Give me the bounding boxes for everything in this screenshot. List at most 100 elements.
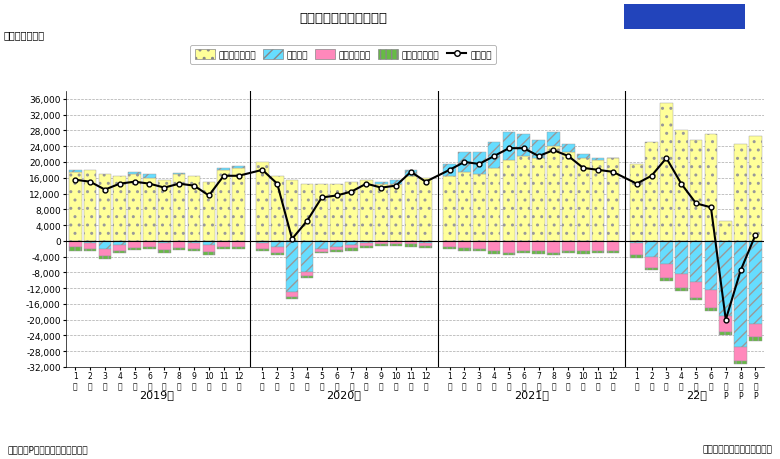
経常収支	[175, 181, 184, 187]
Bar	[704, 135, 718, 241]
Bar	[592, 241, 604, 251]
Bar	[113, 245, 126, 251]
Bar	[315, 249, 328, 252]
Bar	[144, 247, 156, 250]
経常収支	[534, 154, 544, 159]
Bar	[144, 241, 156, 247]
経常収支	[579, 166, 588, 171]
Line: 経常収支: 経常収支	[73, 146, 758, 322]
Bar	[158, 243, 171, 250]
Bar	[458, 248, 470, 252]
Legend: 第一次所得収支, 貿易収支, サービス収支, 第二次所得収支, 経常収支: 第一次所得収支, 貿易収支, サービス収支, 第二次所得収支, 経常収支	[190, 46, 496, 64]
Bar	[675, 241, 687, 275]
Bar	[346, 241, 358, 245]
Bar	[218, 247, 230, 249]
経常収支	[302, 219, 311, 224]
Bar	[390, 245, 402, 246]
Bar	[690, 283, 702, 298]
Bar	[346, 248, 358, 251]
Bar	[360, 180, 373, 241]
Bar	[83, 249, 97, 252]
Bar	[285, 241, 299, 292]
Bar	[203, 241, 215, 245]
Bar	[69, 247, 82, 251]
Text: 【財務省国際局為替市場課】: 【財務省国際局為替市場課】	[702, 444, 772, 453]
Bar	[562, 145, 575, 153]
Bar	[173, 174, 186, 241]
Bar	[630, 165, 643, 241]
経常収支	[287, 236, 296, 242]
Bar	[607, 241, 619, 251]
経常収支	[85, 179, 94, 185]
Bar	[443, 241, 456, 247]
Bar	[271, 241, 283, 247]
Bar	[300, 184, 314, 241]
Bar	[645, 143, 658, 241]
Bar	[315, 184, 328, 241]
Bar	[271, 247, 283, 253]
Bar	[375, 241, 388, 245]
経常収支	[691, 201, 700, 207]
Bar	[488, 251, 501, 254]
Bar	[285, 292, 299, 297]
Bar	[645, 269, 658, 271]
Bar	[458, 153, 470, 173]
経常収支	[406, 170, 416, 175]
Bar	[502, 253, 516, 255]
Bar	[675, 131, 687, 241]
Bar	[69, 170, 82, 173]
Bar	[300, 241, 314, 273]
Bar	[630, 243, 643, 255]
Bar	[405, 245, 417, 247]
Bar	[562, 153, 575, 241]
Bar	[420, 246, 432, 248]
Text: 季節調整済: 季節調整済	[668, 12, 701, 22]
Bar	[488, 241, 501, 251]
Bar	[285, 297, 299, 300]
Bar	[577, 159, 590, 241]
Bar	[256, 162, 268, 241]
Text: 22年: 22年	[686, 389, 707, 399]
Bar	[660, 241, 672, 265]
Bar	[188, 176, 200, 241]
Bar	[473, 249, 485, 252]
Bar	[218, 170, 230, 241]
経常収支	[145, 181, 154, 187]
経常収支	[101, 187, 110, 193]
Bar	[749, 324, 762, 338]
Bar	[517, 135, 530, 157]
経常収支	[332, 193, 342, 199]
Bar	[405, 170, 417, 176]
Bar	[405, 176, 417, 241]
Bar	[330, 241, 343, 247]
Bar	[645, 241, 658, 257]
Bar	[271, 253, 283, 255]
Bar	[315, 252, 328, 254]
経常収支	[721, 317, 730, 323]
経常収支	[347, 190, 356, 195]
Bar	[734, 145, 747, 241]
Bar	[330, 247, 343, 250]
Bar	[173, 248, 186, 250]
Bar	[458, 241, 470, 248]
Bar	[749, 137, 762, 241]
経常収支	[564, 154, 573, 159]
Bar	[144, 179, 156, 241]
Bar	[473, 241, 485, 249]
Bar	[532, 251, 545, 254]
Bar	[443, 247, 456, 250]
Bar	[548, 147, 560, 241]
Bar	[473, 174, 485, 241]
Bar	[719, 332, 732, 336]
Text: （備考）Pは速報値をあらわす。: （備考）Pは速報値をあらわす。	[8, 444, 88, 453]
Bar	[218, 241, 230, 247]
Bar	[488, 168, 501, 241]
Bar	[173, 241, 186, 248]
Bar	[129, 241, 141, 248]
Bar	[144, 174, 156, 179]
Bar	[188, 243, 200, 249]
Bar	[375, 182, 388, 184]
経常収支	[676, 181, 686, 187]
Bar	[420, 243, 432, 246]
経常収支	[519, 146, 529, 151]
